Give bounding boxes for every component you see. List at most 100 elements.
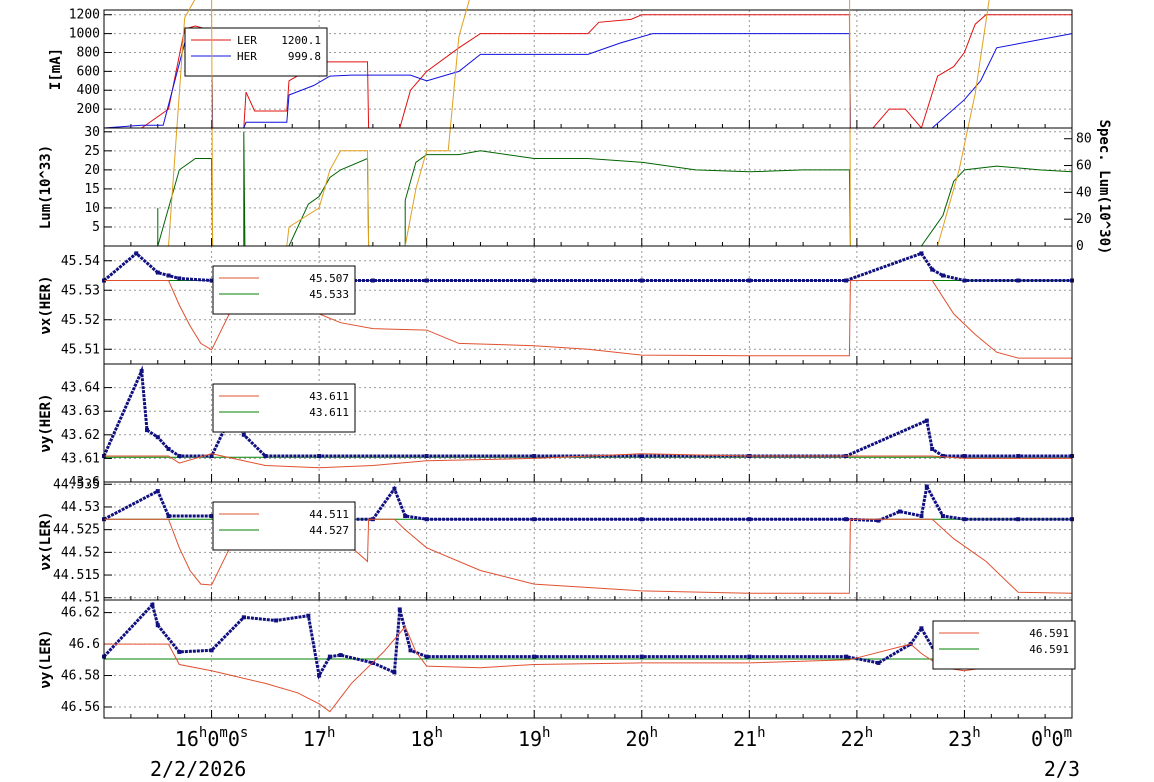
legend-value: 43.611 [309,390,349,403]
data-point [166,273,171,278]
data-point [844,517,849,522]
data-point [940,514,945,519]
legend-box [184,27,328,77]
data-point [424,454,429,459]
y-axis-label: νy(HER) [38,393,54,452]
data-point [403,514,408,519]
panel-1: 200 400 600 800 1000 1200 I[mA] LER 1200.1 HER 999… [48,8,1073,130]
y-tick-label: 400 [77,83,100,98]
data-point [1016,454,1021,459]
y-tick-label: 20 [84,163,100,178]
data-point [166,514,171,519]
series-line-setting [104,625,1073,713]
data-point [924,418,929,423]
y-tick-label: 44.52 [61,545,100,560]
y-tick-label: 43.64 [61,381,100,396]
data-point [844,278,849,283]
data-point [263,454,268,459]
data-point [639,517,644,522]
data-point [532,278,537,283]
legend-label: LER [237,34,257,47]
y-tick-label: 1200 [69,8,100,23]
data-point [166,446,171,451]
y-axis-label: νy(LER) [38,629,54,688]
legend-value: 46.591 [1029,643,1069,656]
y-tick-label: 43.62 [61,428,100,443]
y-tick-label: 200 [77,102,100,117]
data-point [392,670,397,675]
y-tick-label: 5 [92,220,100,235]
data-point [317,454,322,459]
y-tick-label: 25 [84,144,100,159]
data-point [327,654,332,659]
y-tick-label: 800 [77,45,100,60]
y-tick-label: 45.54 [61,254,100,269]
panel-frame [103,127,1073,247]
data-point [747,517,752,522]
data-point [747,654,752,659]
data-point [177,649,182,654]
data-point [424,654,429,659]
y-tick-label: 45.52 [61,313,100,328]
data-point [241,432,246,437]
data-point [155,270,160,275]
data-point [209,648,214,653]
data-point [876,660,881,665]
data-point [397,607,402,612]
data-point [408,648,413,653]
x-tick-label: 19h [518,725,551,751]
data-point [155,435,160,440]
series-measured-trace [102,365,1072,458]
legend-box [212,265,356,315]
x-tick-label: 22h [841,725,874,751]
legend-value: 44.527 [309,524,349,537]
legend-box [932,620,1076,670]
data-point [940,273,945,278]
y-axis-label: Lum(10^33) [38,145,54,229]
data-point [177,276,182,281]
x-tick-label: 23h [948,725,981,751]
y-tick-label: 46.6 [69,637,100,652]
y-tick-label: 43.61 [61,451,100,466]
y-tick-label: 45.53 [61,283,100,298]
panel-5: 44.51 44.515 44.52 44.525 44.53 44.535 νx(LER)… [38,477,1074,606]
data-point [962,454,967,459]
data-point [155,623,160,628]
data-point [897,509,902,514]
data-point [424,278,429,283]
panel-6: 46.56 46.58 46.6 46.62 νy(LER) 46.591 46.591 [38,599,1076,719]
data-point [338,653,343,658]
data-point [424,517,429,522]
data-point [962,517,967,522]
data-point [930,446,935,451]
data-point [747,278,752,283]
date-end-label: 2/3 [1044,757,1080,781]
data-point [639,654,644,659]
data-point [930,267,935,272]
y-tick-label: 44.515 [53,568,100,583]
legend-box [212,383,356,433]
y-right-tick-label: 80 [1076,132,1092,147]
x-tick-label: 17h [303,725,336,751]
y-tick-label: 46.56 [61,700,100,715]
panel-4: 43.6 43.61 43.62 43.63 43.64 νy(HER) 43.611 43.… [38,363,1074,490]
x-tick-label: 0h0m [1031,725,1072,751]
series-measured-trace [102,601,1072,680]
series-line-setting [104,453,1072,469]
legend-value: 44.511 [309,508,349,521]
y-tick-label: 600 [77,64,100,79]
y-tick-label: 44.51 [61,591,100,606]
time-axis: 16h0m0s 17h 18h 19h 20h 21h 22h 23h 0h0m 2/2/2026… [150,725,1080,781]
legend-value: 45.533 [309,288,349,301]
data-point [532,654,537,659]
legend-value: 43.611 [309,406,349,419]
data-point [370,278,375,283]
data-point [274,618,279,623]
data-point [317,673,322,678]
data-point [306,613,311,618]
data-point [209,278,214,283]
data-point [134,251,139,256]
legend-box [212,501,356,551]
x-tick-label: 20h [626,725,659,751]
y-axis-label: I[mA] [48,48,64,90]
